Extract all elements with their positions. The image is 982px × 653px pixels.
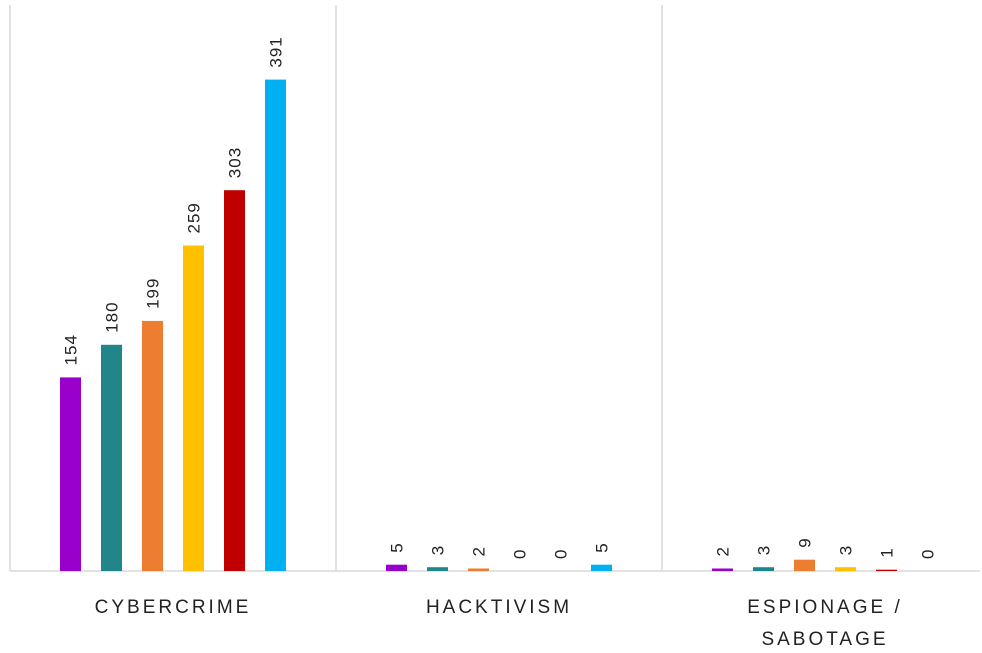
data-label: 0 [511,549,530,559]
category-labels: CYBERCRIME HACKTIVISM ESPIONAGE / SABOTAGE [95,597,902,650]
bar [591,564,612,571]
category-label: SABOTAGE [761,629,888,650]
data-label: 303 [226,147,245,178]
data-label: 3 [755,545,774,555]
data-label: 5 [593,542,612,552]
data-label: 199 [144,278,163,309]
data-labels: 154 180 199 259 303 391 5 3 2 0 0 5 2 3 9 3 1 0 [62,36,938,559]
bar [142,320,163,571]
bar [386,564,407,571]
data-label: 0 [919,549,938,559]
data-label: 3 [837,545,856,555]
bar [265,79,286,571]
bar [753,567,774,571]
category-label: CYBERCRIME [95,597,252,618]
bar [468,568,489,571]
bar [101,344,122,571]
data-label: 180 [103,301,122,332]
data-label: 2 [714,546,733,556]
bar [427,567,448,571]
data-label: 259 [185,202,204,233]
category-label: HACKTIVISM [426,597,572,618]
bar [60,377,81,571]
data-label: 1 [878,547,897,557]
data-label: 2 [470,546,489,556]
data-label: 3 [429,545,448,555]
data-label: 391 [267,36,286,67]
data-label: 154 [62,334,81,365]
bar [183,245,204,571]
bar [712,568,733,571]
data-label: 5 [388,542,407,552]
bar [835,567,856,571]
data-label: 9 [796,537,815,547]
data-label: 0 [552,549,571,559]
bar [794,559,815,571]
bar [224,190,245,571]
group-separators [9,5,663,571]
category-label: ESPIONAGE / [747,597,902,618]
bars [60,79,897,571]
bar [876,569,897,571]
